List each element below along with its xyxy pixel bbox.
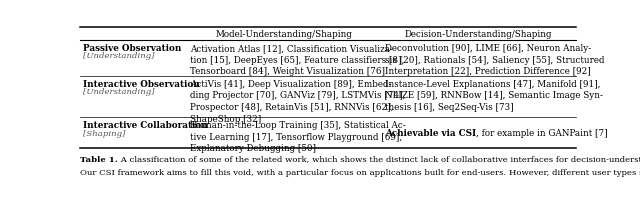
Text: Human-in-the-Loop Training [35], Statistical Ac-
tive Learning [17], Tensorflow : Human-in-the-Loop Training [35], Statist…	[190, 120, 406, 153]
Text: ActiVis [41], Deep Visualization [89], Embed-
ding Projector [70], GANViz [79], : ActiVis [41], Deep Visualization [89], E…	[190, 79, 406, 123]
Text: Instance-Level Explanations [47], Manifold [91],
NLIZE [59], RNNBow [14], Semant: Instance-Level Explanations [47], Manifo…	[385, 79, 603, 111]
Text: Interactive Collaboration: Interactive Collaboration	[83, 120, 208, 129]
Text: , for example in GANPaint [7]: , for example in GANPaint [7]	[476, 128, 608, 137]
Text: Interactive Observation: Interactive Observation	[83, 79, 200, 88]
Text: Decision-Understanding/Shaping: Decision-Understanding/Shaping	[405, 30, 552, 39]
Text: Model-Understanding/Shaping: Model-Understanding/Shaping	[216, 30, 353, 39]
Text: Our CSI framework aims to fill this void, with a particular focus on application: Our CSI framework aims to fill this void…	[80, 168, 640, 176]
Text: [Understanding]: [Understanding]	[83, 52, 155, 60]
Text: Deconvolution [90], LIME [66], Neuron Analy-
sis [20], Rationals [54], Saliency : Deconvolution [90], LIME [66], Neuron An…	[385, 44, 605, 76]
Text: Activation Atlas [12], Classification Visualiza-
tion [15], DeepEyes [65], Featu: Activation Atlas [12], Classification Vi…	[190, 44, 404, 76]
Text: Table 1.: Table 1.	[80, 156, 118, 164]
Text: A classification of some of the related work, which shows the distinct lack of c: A classification of some of the related …	[118, 156, 640, 164]
Text: Achievable via CSI: Achievable via CSI	[385, 128, 476, 137]
Text: [Shaping]: [Shaping]	[83, 129, 126, 137]
Text: [Understanding]: [Understanding]	[83, 88, 155, 96]
Text: Passive Observation: Passive Observation	[83, 44, 182, 53]
